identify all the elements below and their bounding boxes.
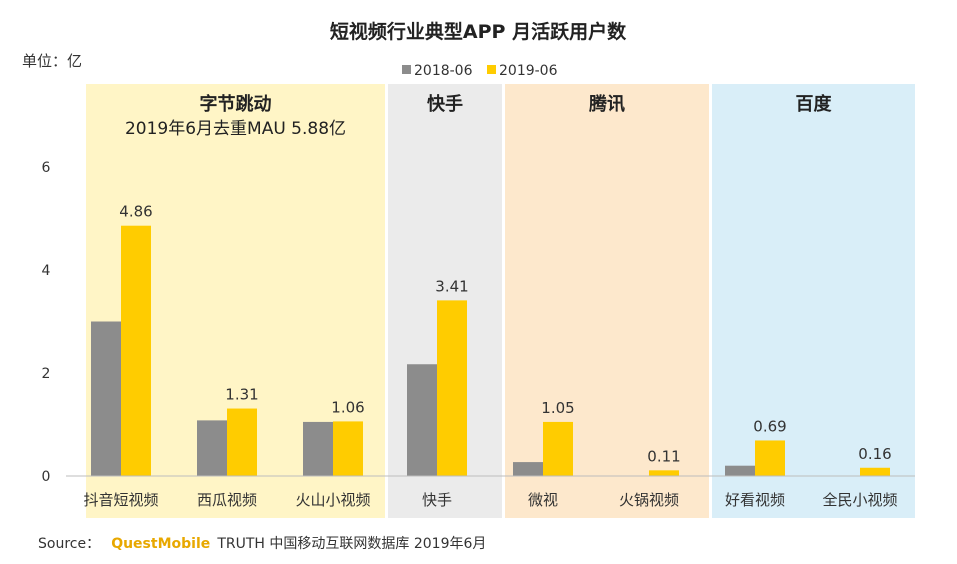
group-title-2: 快手 xyxy=(427,93,463,115)
group-title-3: 腾讯 xyxy=(589,93,625,115)
bar-2019-4 xyxy=(437,300,467,476)
value-label-3: 1.06 xyxy=(331,398,364,416)
bar-2019-8 xyxy=(860,467,890,476)
bars xyxy=(91,225,890,476)
legend-swatch-1 xyxy=(402,65,411,74)
y-tick-label: 2 xyxy=(42,366,51,382)
bar-2019-5 xyxy=(543,421,573,476)
legend-label-1: 2018-06 xyxy=(414,63,473,79)
source-line: Source： QuestMobile TRUTH 中国移动互联网数据库 201… xyxy=(38,533,486,552)
category-label-8: 全民小视频 xyxy=(822,491,897,509)
category-label-6: 火锅视频 xyxy=(619,491,679,509)
source-prefix: Source： xyxy=(38,536,100,552)
bar-2019-7 xyxy=(755,440,785,476)
bar-2018-5 xyxy=(513,462,543,476)
bar-2018-7 xyxy=(725,465,755,476)
value-label-7: 0.69 xyxy=(753,417,786,435)
bar-2019-1 xyxy=(121,225,151,476)
group-title-4: 百度 xyxy=(796,93,833,115)
category-label-4: 快手 xyxy=(422,491,452,509)
legend: 2018-06 2019-06 xyxy=(402,63,558,79)
value-label-8: 0.16 xyxy=(858,445,891,463)
category-labels: 抖音短视频 西瓜视频 火山小视频 快手 微视 火锅视频 好看视频 全民小视频 xyxy=(83,491,897,509)
group-bg-3 xyxy=(505,84,709,518)
value-label-4: 3.41 xyxy=(435,277,468,295)
bar-2018-3 xyxy=(303,421,333,476)
bar-2019-3 xyxy=(333,421,363,476)
y-axis-ticks: 0 2 4 6 xyxy=(42,160,51,485)
y-tick-label: 6 xyxy=(42,160,51,176)
y-tick-label: 0 xyxy=(42,469,51,485)
legend-label-2: 2019-06 xyxy=(499,63,558,79)
category-label-5: 微视 xyxy=(528,491,558,509)
group-subtitle-1: 2019年6月去重MAU 5.88亿 xyxy=(125,119,346,139)
source-text: TRUTH 中国移动互联网数据库 2019年6月 xyxy=(216,536,486,552)
unit-label: 单位：亿 xyxy=(22,52,82,70)
category-label-7: 好看视频 xyxy=(725,491,785,509)
value-label-1: 4.86 xyxy=(119,203,152,221)
group-bg-4 xyxy=(712,84,915,518)
bar-2018-4 xyxy=(407,364,437,476)
bar-2018-2 xyxy=(197,420,227,476)
bar-2019-2 xyxy=(227,408,257,476)
legend-swatch-2 xyxy=(487,65,496,74)
group-title-1: 字节跳动 xyxy=(200,93,272,115)
y-tick-label: 4 xyxy=(42,263,51,279)
group-labels: 字节跳动 2019年6月去重MAU 5.88亿 快手 腾讯 百度 xyxy=(125,93,833,139)
source-brand: QuestMobile xyxy=(111,536,210,552)
category-label-3: 火山小视频 xyxy=(295,491,370,509)
bar-2019-6 xyxy=(649,470,679,476)
value-label-6: 0.11 xyxy=(647,447,680,465)
bar-2018-1 xyxy=(91,321,121,476)
category-label-2: 西瓜视频 xyxy=(197,491,257,509)
category-label-1: 抖音短视频 xyxy=(83,491,158,509)
chart-title: 短视频行业典型APP 月活跃用户数 xyxy=(330,20,627,43)
value-label-5: 1.05 xyxy=(541,399,574,417)
value-labels: 4.86 1.31 1.06 3.41 1.05 0.11 0.69 0.16 xyxy=(119,203,891,466)
value-label-2: 1.31 xyxy=(225,386,258,404)
